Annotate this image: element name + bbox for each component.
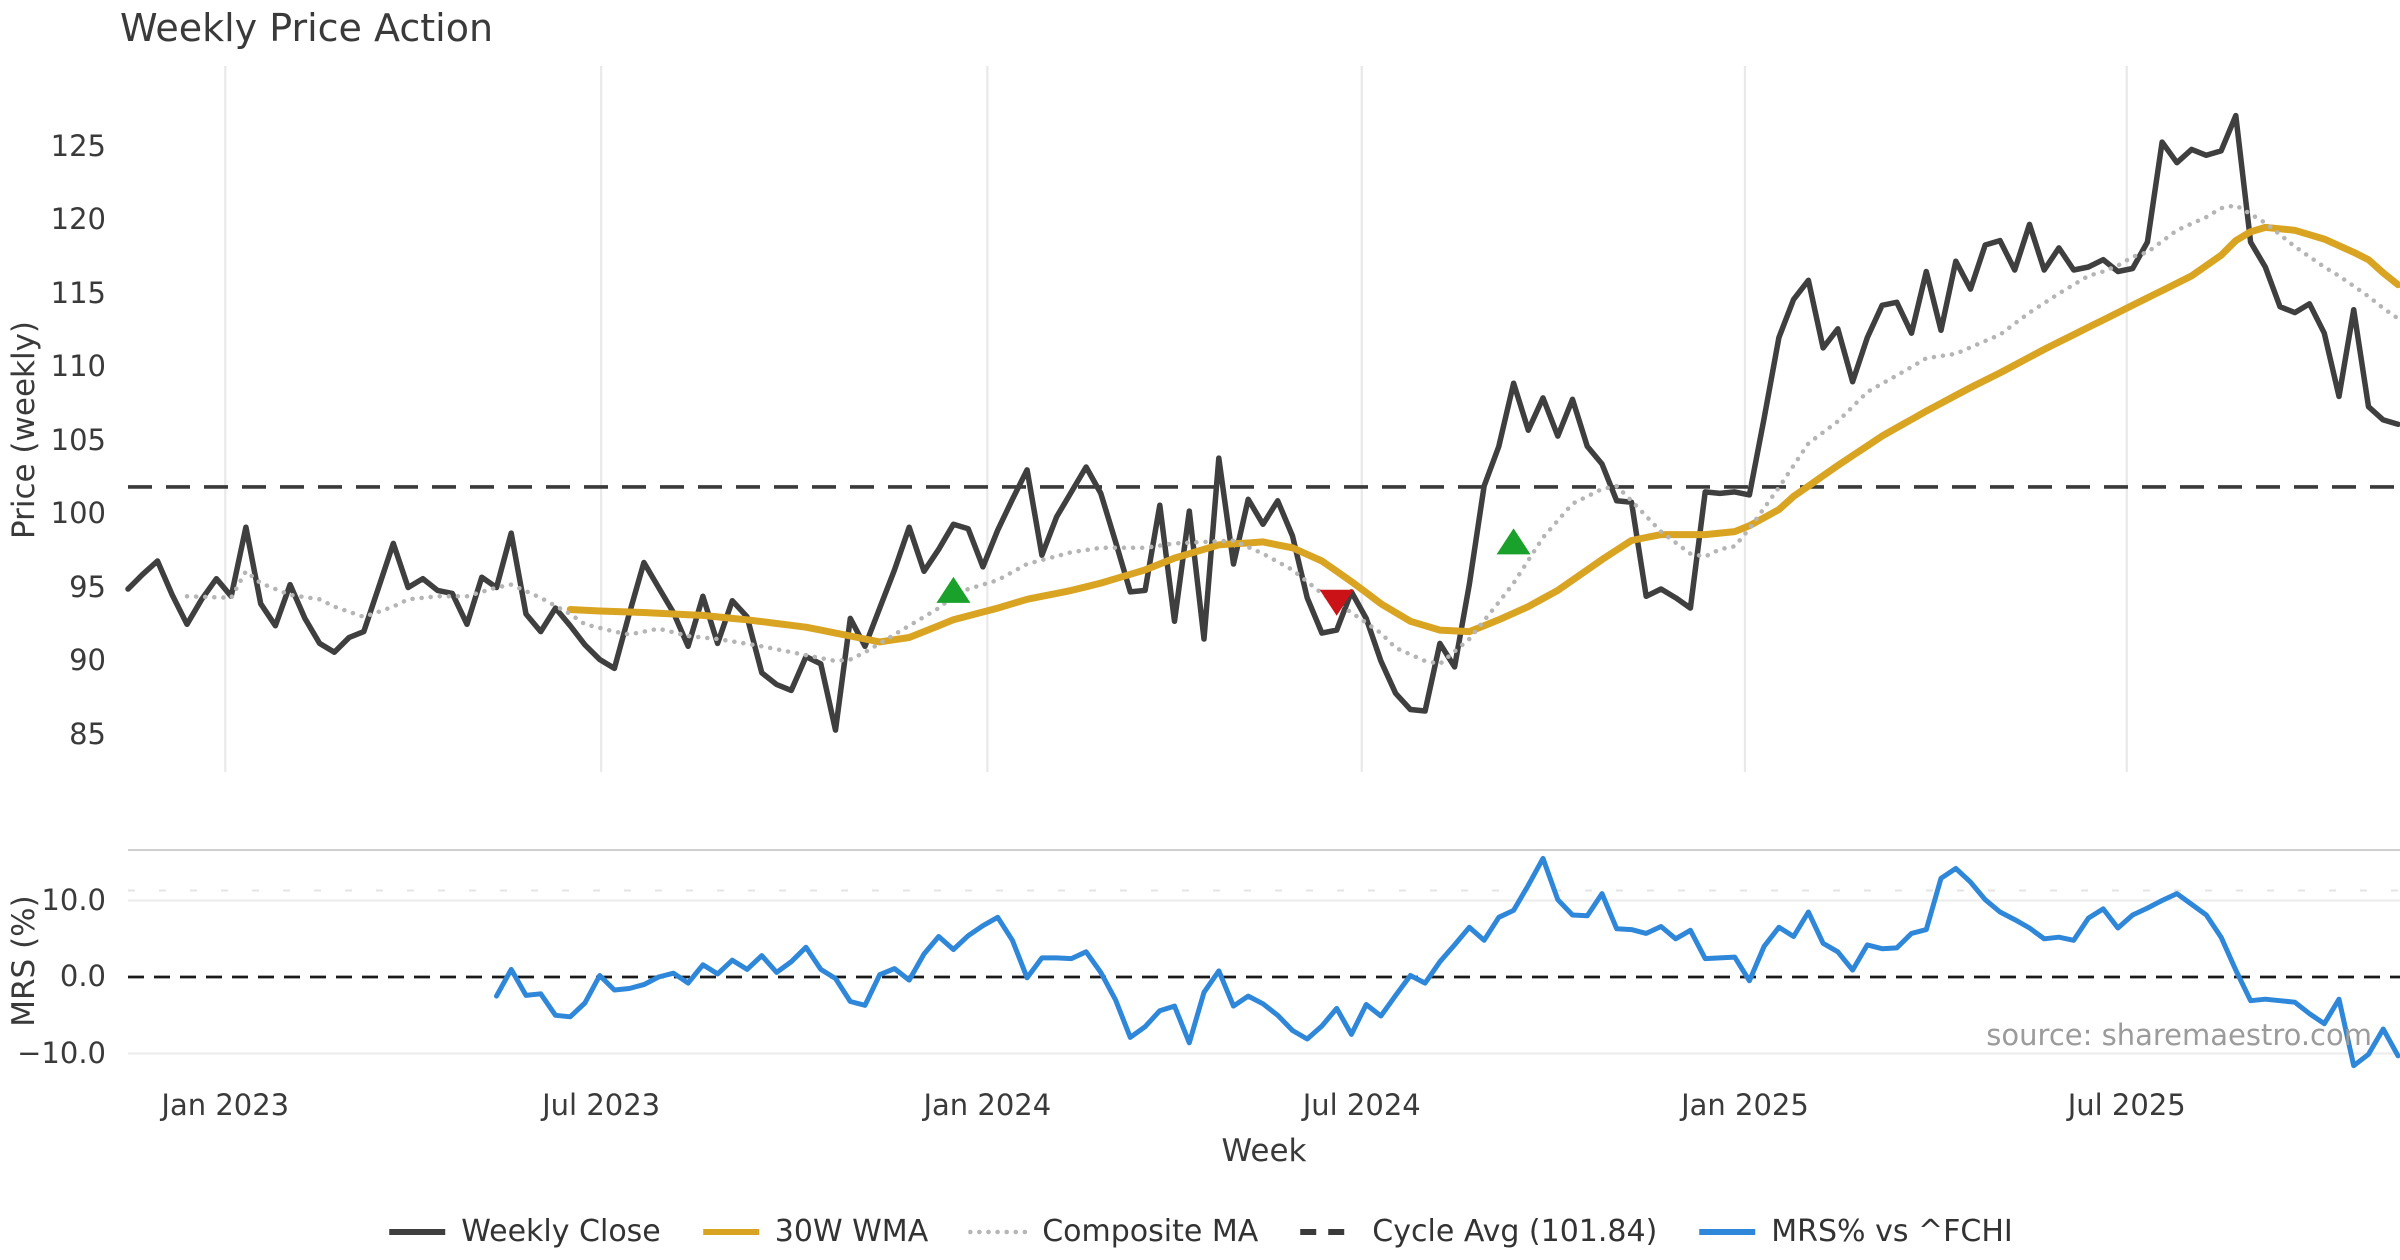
price-tick-110: 110 [50,349,106,383]
legend-swatch [389,1228,446,1235]
price-tick-120: 120 [50,202,106,236]
legend-swatch [1699,1228,1756,1235]
mrs-tick-10: 10.0 [41,882,106,917]
x-tick-jan-2025: Jan 2025 [1681,1088,1809,1122]
legend-item-mrs-vs-fchi: MRS% vs ^FCHI [1697,1214,2013,1249]
x-tick-jul-2025: Jul 2025 [2067,1088,2186,1122]
legend-item-composite-ma: Composite MA [968,1214,1258,1249]
legend-swatch [702,1228,759,1235]
series-mrs-vs-fchi [494,855,2400,1069]
mrs-tick-0: 0.0 [59,959,106,993]
legend-item-30w-wma: 30W WMA [701,1214,928,1249]
price-tick-100: 100 [50,496,106,530]
series-composite-ma [184,203,2400,667]
series-30w-wma [566,223,2400,646]
mrs-tick--10: −10.0 [17,1035,106,1070]
sell-signal-marker [1319,589,1354,616]
price-tick-115: 115 [50,275,106,310]
chart-title: Weekly Price Action [120,6,494,50]
series-weekly-close [125,112,2400,733]
legend-label: MRS% vs ^FCHI [1771,1214,2013,1249]
x-tick-jul-2023: Jul 2023 [542,1088,661,1122]
legend-swatch [968,1229,1029,1234]
legend-label: Weekly Close [461,1214,661,1249]
legend-label: Composite MA [1042,1214,1259,1249]
price-tick-105: 105 [50,422,106,457]
x-tick-jul-2024: Jul 2024 [1302,1088,1421,1122]
price-tick-90: 90 [69,643,106,677]
legend: Weekly Close 30W WMA Composite MA Cycle Avg… [387,1214,2013,1249]
x-axis-label: Week [1221,1133,1307,1169]
legend-item-cycle-avg-101-84-: Cycle Avg (101.84) [1298,1214,1657,1249]
x-tick-jan-2023: Jan 2023 [161,1088,290,1122]
x-tick-jan-2024: Jan 2024 [923,1088,1052,1122]
buy-signal-marker [1496,528,1531,555]
legend-item-weekly-close: Weekly Close [387,1214,661,1249]
source-credit: source: sharemaestro.com [1986,1018,2372,1052]
buy-signal-marker [936,576,971,603]
legend-label: Cycle Avg (101.84) [1372,1214,1658,1249]
price-tick-125: 125 [50,128,106,163]
price-tick-95: 95 [69,569,106,604]
legend-swatch [1300,1228,1357,1235]
legend-label: 30W WMA [774,1214,929,1249]
price-tick-85: 85 [69,716,106,751]
